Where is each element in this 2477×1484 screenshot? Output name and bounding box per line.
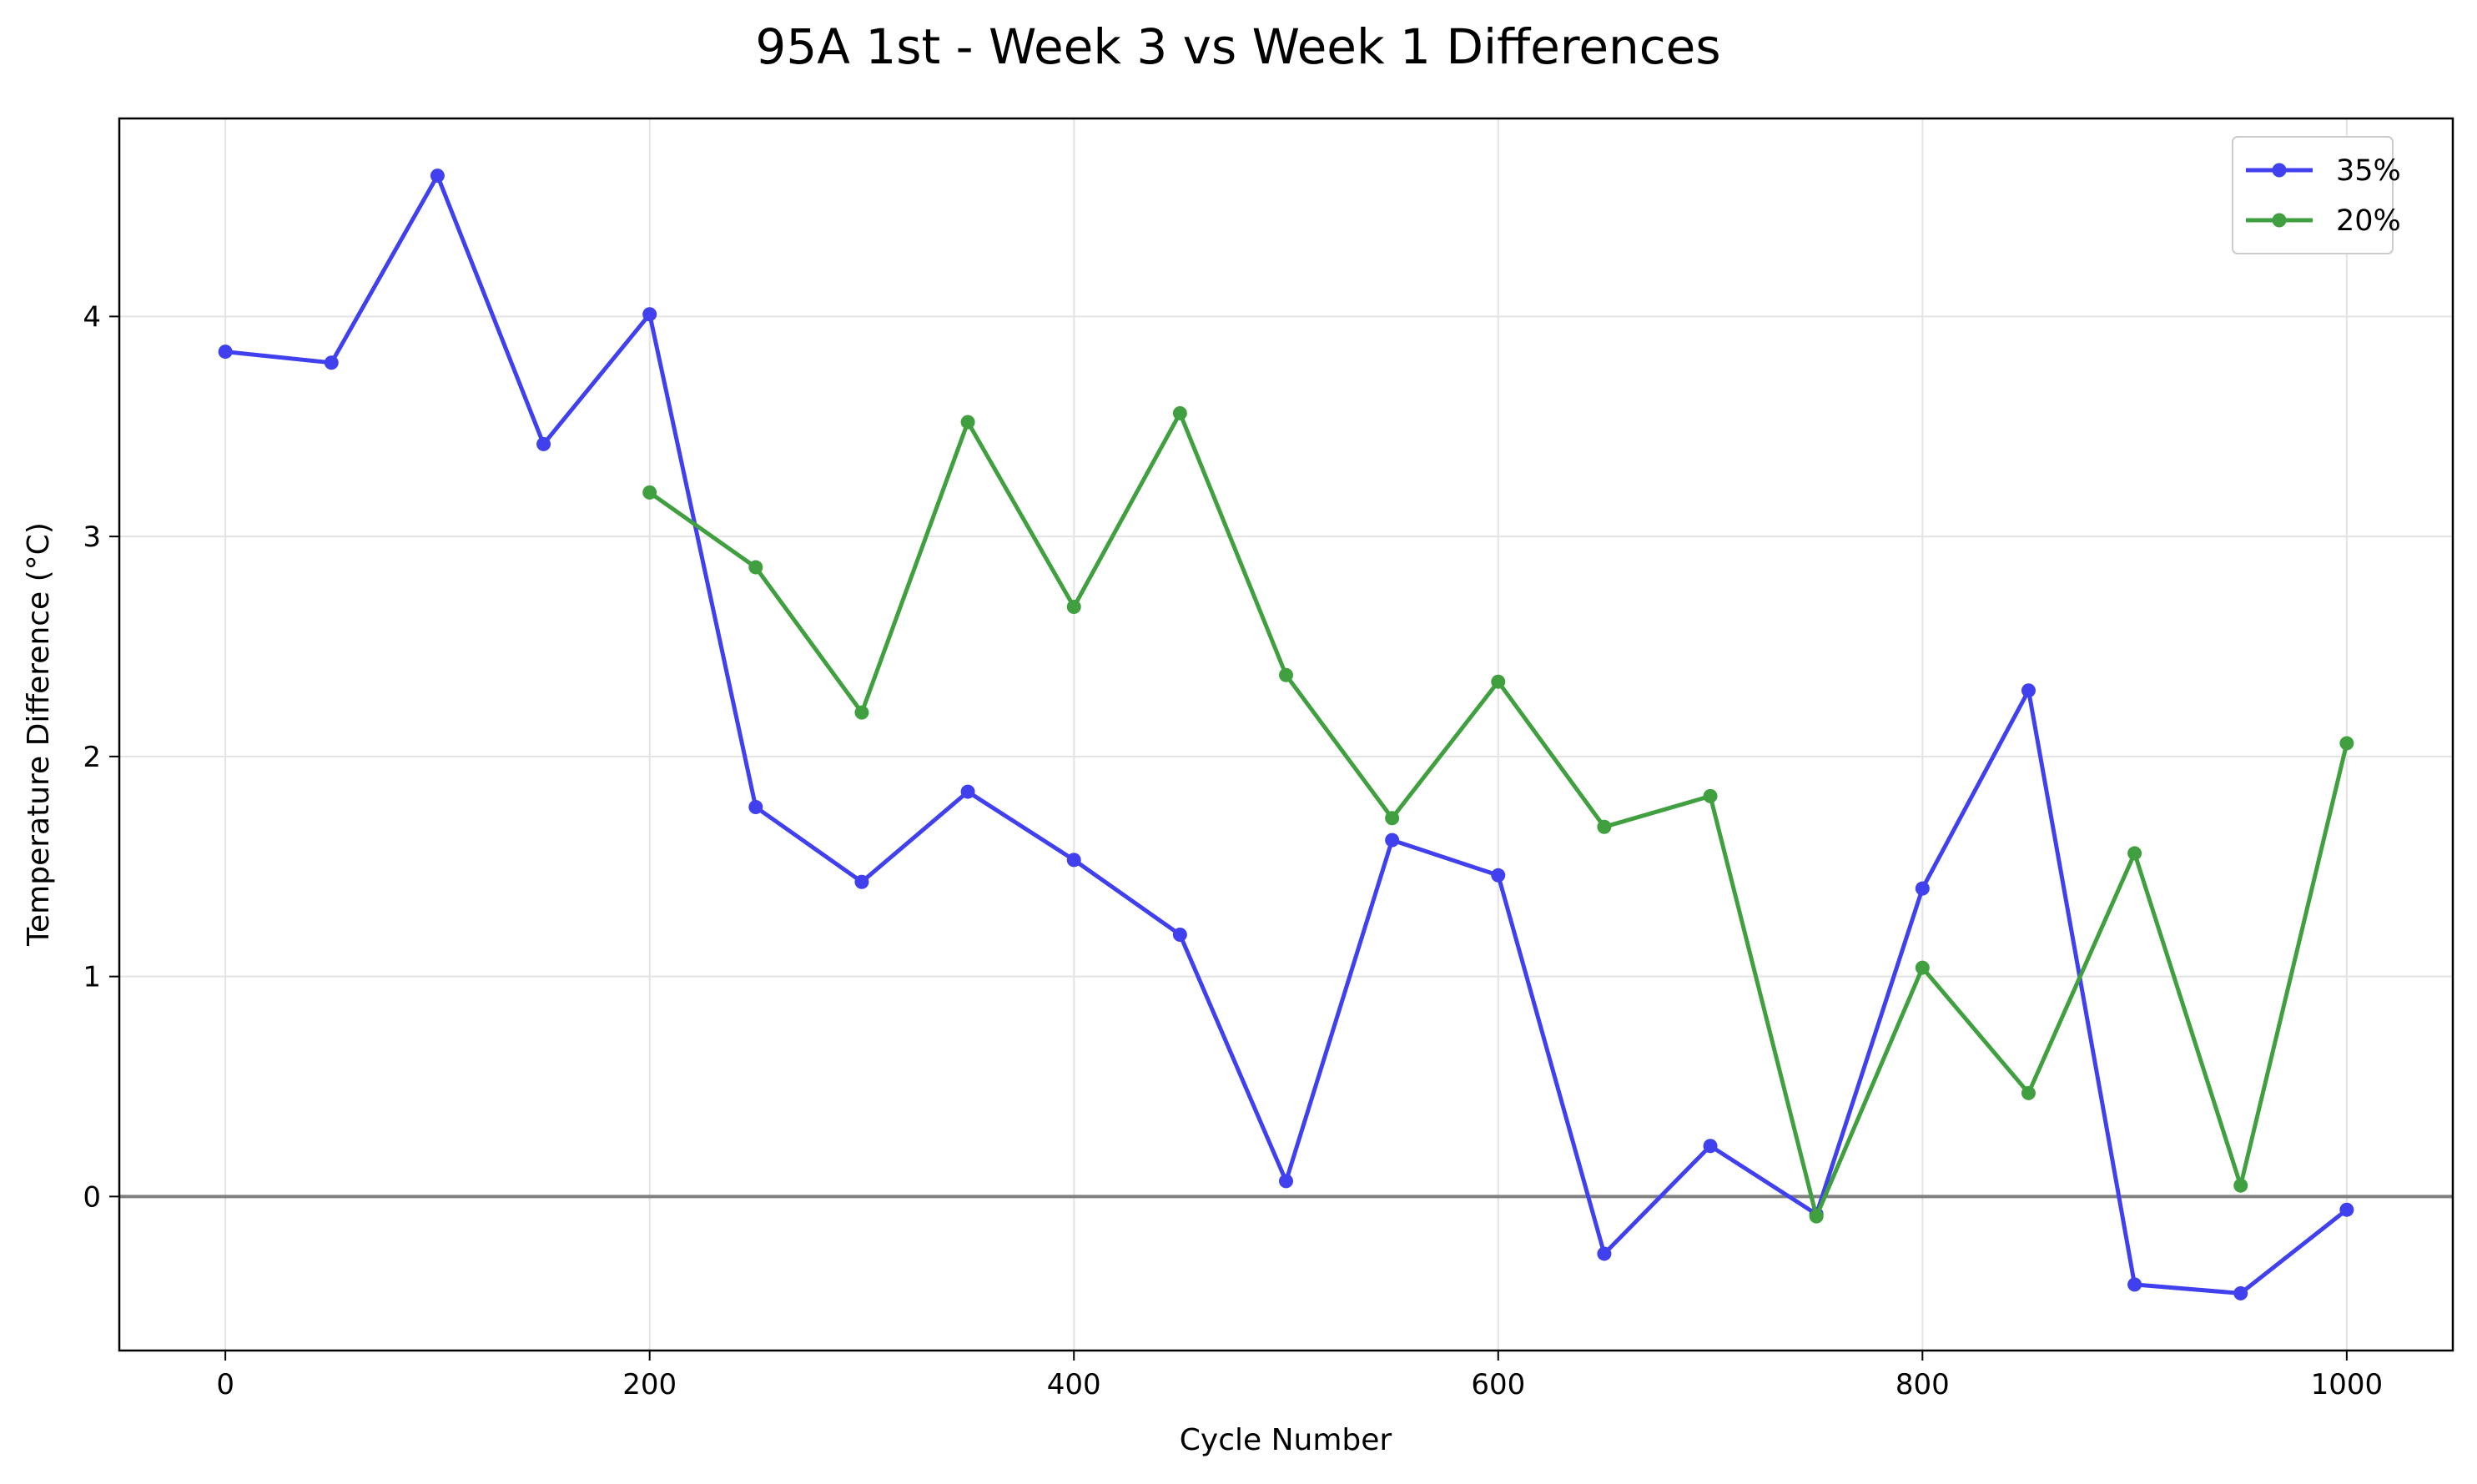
x-tick-label: 400 (1047, 1368, 1101, 1401)
legend-marker (2272, 213, 2287, 228)
data-point (960, 784, 975, 799)
data-point (854, 705, 869, 720)
data-point (2339, 736, 2354, 751)
data-point (1597, 819, 1612, 834)
data-point (1703, 1139, 1718, 1154)
data-point (854, 874, 869, 889)
plot-frame (118, 117, 2454, 1352)
data-point (1279, 1174, 1293, 1189)
data-point (218, 345, 233, 360)
legend-marker (2272, 163, 2287, 178)
data-point (536, 436, 551, 451)
data-point (1385, 833, 1400, 848)
legend-label: 35% (2336, 154, 2401, 188)
data-point (1915, 881, 1930, 896)
y-tick-label: 0 (83, 1180, 101, 1214)
y-tick-label: 3 (83, 521, 101, 554)
data-point (748, 800, 763, 815)
axis-ticks: 0 200 400 600 800 1000 0 1 2 3 4 (83, 300, 2383, 1401)
data-point (748, 560, 763, 575)
x-tick-label: 0 (216, 1368, 234, 1401)
data-point (2021, 683, 2036, 698)
data-point (1066, 600, 1081, 615)
legend-box (2232, 136, 2394, 254)
data-point (1172, 928, 1187, 943)
x-axis-label: Cycle Number (1180, 1423, 1392, 1457)
x-tick-label: 800 (1896, 1368, 1950, 1401)
data-point (1915, 960, 1930, 975)
data-point (1491, 868, 1506, 883)
data-point (1385, 811, 1400, 826)
y-tick-label: 1 (83, 961, 101, 994)
data-point (1279, 667, 1293, 682)
data-point (1597, 1246, 1612, 1261)
series-2 (642, 405, 2354, 1224)
y-axis-label: Temperature Difference (°C) (22, 522, 56, 947)
data-point (1172, 405, 1187, 420)
data-point (2233, 1285, 2248, 1300)
y-tick-label: 2 (83, 741, 101, 774)
data-point (1703, 788, 1718, 803)
x-tick-label: 200 (622, 1368, 677, 1401)
data-point (1066, 853, 1081, 868)
data-point (2339, 1202, 2354, 1217)
series-group (218, 169, 2354, 1300)
data-point (1491, 674, 1506, 689)
legend: 35%20% (2232, 136, 2401, 254)
x-tick-label: 600 (1471, 1368, 1525, 1401)
data-point (642, 485, 657, 500)
data-point (430, 169, 445, 184)
data-point (960, 415, 975, 430)
data-point (2127, 1277, 2142, 1292)
data-point (642, 307, 657, 322)
data-point (2127, 846, 2142, 861)
data-point (2233, 1178, 2248, 1193)
data-point (2021, 1085, 2036, 1100)
chart-title: 95A 1st - Week 3 vs Week 1 Differences (755, 18, 1720, 75)
data-point (324, 355, 339, 370)
legend-label: 20% (2336, 204, 2401, 238)
y-tick-label: 4 (83, 300, 101, 334)
data-point (1809, 1209, 1824, 1224)
x-tick-label: 1000 (2311, 1368, 2384, 1401)
